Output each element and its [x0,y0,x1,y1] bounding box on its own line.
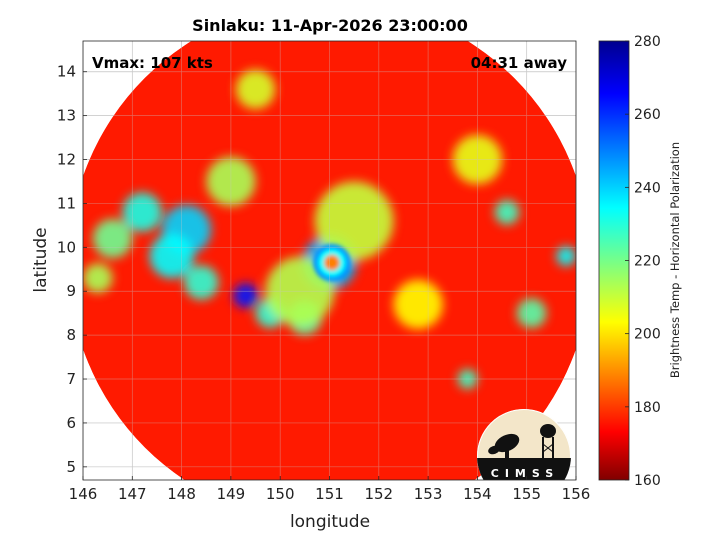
x-tick-label: 152 [364,485,393,503]
colorbar-tick-label: 200 [634,327,661,343]
colorbar [598,40,630,481]
x-tick-label: 146 [69,485,98,503]
tb-feature [206,156,256,207]
x-tick-label: 147 [118,485,147,503]
tb-feature [314,181,394,261]
x-tick-label: 149 [217,485,246,503]
cimss-logo: CIMSS [477,409,571,480]
x-tick-label: 148 [167,485,196,503]
tb-feature [83,263,113,293]
y-axis-label: latitude [31,227,51,292]
x-tick-label: 153 [414,485,443,503]
y-tick-label: 5 [66,458,76,476]
grid-lines-overlay [83,41,576,480]
eye [324,254,340,271]
tb-feature [92,218,133,259]
tb-feature [122,192,162,232]
x-axis-label: longitude [290,512,370,532]
colorbar-tick-label: 180 [634,400,661,416]
y-tick-label: 11 [57,194,76,212]
x-tick-label: 150 [266,485,295,503]
x-tick-label: 155 [512,485,541,503]
y-tick-label: 13 [57,107,76,125]
x-tick-label: 156 [562,485,591,503]
chart-title: Sinlaku: 11-Apr-2026 23:00:00 [192,16,468,35]
tb-feature [556,246,576,266]
x-tick-label: 151 [315,485,344,503]
tb-feature [233,283,259,308]
colorbar-tick-label: 160 [634,473,661,489]
colorbar-tick-label: 280 [634,34,661,50]
y-tick-label: 7 [66,370,76,388]
x-tick-label: 154 [463,485,492,503]
tb-feature [393,279,443,330]
tb-feature [457,369,478,389]
y-tick-label: 6 [66,414,76,432]
tb-feature [149,233,194,279]
y-tick-label: 12 [57,151,76,169]
tb-feature [235,69,276,110]
colorbar-tick-label: 220 [634,254,661,270]
colorbar-label: Brightness Temp - Horizontal Polarizatio… [668,142,682,378]
y-axis-ticks: 5 6 7 8 9 10 11 12 13 14 [57,63,87,476]
y-tick-label: 10 [57,238,76,256]
brightness-temp-swath [83,41,576,480]
tb-feature [494,199,520,225]
cimss-logo-text: CIMSS [491,467,559,480]
x-axis-ticks: 146 147 148 149 150 151 152 153 154 155 156 [69,476,591,503]
time-away-annotation: 04:31 away [471,54,568,72]
tb-feature [516,298,547,328]
tb-feature [452,134,503,185]
vmax-annotation: Vmax: 107 kts [92,54,213,72]
colorbar-ticks: 160 180 200 220 240 260 280 [625,34,661,489]
y-tick-label: 14 [57,63,76,81]
y-tick-label: 8 [66,326,76,344]
colorbar-tick-label: 260 [634,107,661,123]
colorbar-tick-label: 240 [634,180,661,196]
tb-feature [184,265,219,300]
y-tick-label: 9 [66,282,76,300]
